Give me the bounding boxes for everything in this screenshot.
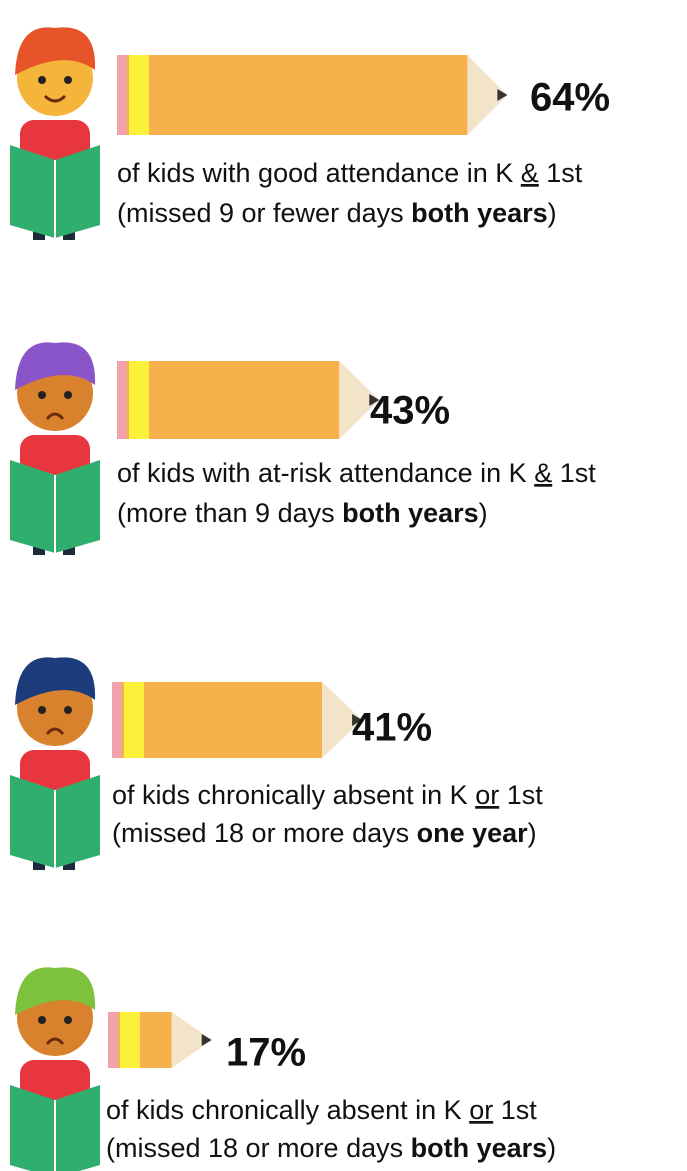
description-part: 1st (499, 780, 543, 810)
pencil-band (129, 55, 149, 135)
pencil-body (122, 682, 322, 758)
description-part: & (534, 458, 552, 488)
kid-illustration (10, 657, 100, 870)
pencil-body (127, 55, 467, 135)
pencil-band (124, 682, 144, 758)
description-part: ) (547, 1133, 556, 1163)
pencil-eraser (112, 682, 122, 758)
kid-illustration (10, 967, 100, 1171)
description-part: ) (548, 198, 557, 228)
description-part: or (469, 1095, 493, 1125)
kid-illustration (10, 27, 100, 240)
pencil-band (129, 361, 149, 439)
description-part: & (521, 158, 539, 188)
description-part: both years (411, 198, 548, 228)
description: (missed 18 or more days both years) (106, 1133, 556, 1163)
description-part: 1st (539, 158, 583, 188)
description-part: (missed 18 or more days (106, 1133, 411, 1163)
kid-eye (64, 76, 72, 84)
description: (missed 9 or fewer days both years) (117, 198, 557, 228)
kid-eye (64, 706, 72, 714)
description-part: of kids chronically absent in K (106, 1095, 469, 1125)
kid-eye (38, 76, 46, 84)
pencil-eraser (117, 55, 127, 135)
description-part: (missed 18 or more days (112, 818, 417, 848)
description-part: (more than 9 days (117, 498, 342, 528)
description-part: 1st (552, 458, 596, 488)
description-part: both years (411, 1133, 548, 1163)
description: of kids chronically absent in K or 1st (106, 1095, 537, 1125)
pencil-body (127, 361, 339, 439)
kid-eye (64, 391, 72, 399)
description-part: of kids with at-risk attendance in K (117, 458, 534, 488)
value-label: 17% (226, 1031, 306, 1075)
description: of kids with at-risk attendance in K & 1… (117, 458, 596, 488)
kid-eye (38, 1016, 46, 1024)
value-label: 41% (352, 706, 432, 750)
description-part: of kids with good attendance in K (117, 158, 521, 188)
pencil-lead (202, 1034, 212, 1046)
description: of kids chronically absent in K or 1st (112, 780, 543, 810)
kid-illustration (10, 342, 100, 555)
kid-eye (38, 706, 46, 714)
description-part: 1st (493, 1095, 537, 1125)
description: (more than 9 days both years) (117, 498, 488, 528)
kid-eye (38, 391, 46, 399)
description-part: ) (528, 818, 537, 848)
value-label: 64% (530, 76, 610, 120)
kid-eye (64, 1016, 72, 1024)
pencil-band (120, 1012, 140, 1068)
value-label: 43% (370, 389, 450, 433)
description-part: or (475, 780, 499, 810)
description-part: of kids chronically absent in K (112, 780, 475, 810)
description-part: both years (342, 498, 479, 528)
description-part: (missed 9 or fewer days (117, 198, 411, 228)
description: of kids with good attendance in K & 1st (117, 158, 583, 188)
description: (missed 18 or more days one year) (112, 818, 537, 848)
pencil-eraser (117, 361, 127, 439)
description-part: ) (479, 498, 488, 528)
pencil-eraser (108, 1012, 118, 1068)
description-part: one year (417, 818, 529, 848)
infographic: 64% of kids with good attendance in K & 1… (0, 0, 687, 1171)
